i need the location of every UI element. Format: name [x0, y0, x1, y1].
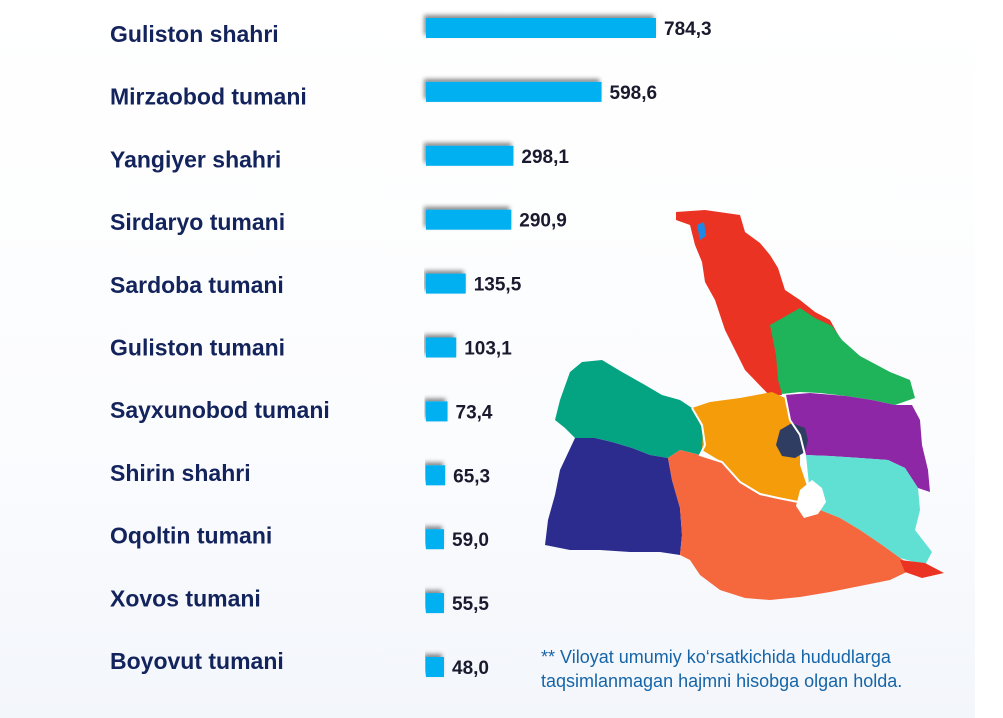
map-borders-2	[784, 394, 810, 503]
map-region-sayxunobod	[785, 393, 930, 492]
category-labels: Guliston shahri Mirzaobod tumani Yangiyer …	[110, 21, 330, 674]
category-label-oqoltin-tumani: Oqoltin tumani	[110, 523, 272, 549]
bar-oqoltin-tumani	[426, 529, 444, 550]
value-label-mirzaobod-tumani: 598,6	[610, 83, 658, 104]
bars	[426, 18, 656, 677]
value-label-sirdaryo-tumani: 290,9	[519, 211, 567, 232]
category-label-boyovut-tumani: Boyovut tumani	[110, 648, 284, 674]
value-label-boyovut-tumani: 48,0	[452, 658, 489, 679]
bar-guliston-tumani	[426, 337, 457, 358]
category-label-guliston-shahri: Guliston shahri	[110, 21, 279, 47]
bar-chart: Guliston shahri Mirzaobod tumani Yangiyer …	[110, 18, 712, 679]
map-borders	[691, 407, 821, 511]
footnote-line-1: ** Viloyat umumiy ko‘rsatkichida hududla…	[541, 647, 891, 667]
category-label-sayxunobod-tumani: Sayxunobod tumani	[110, 397, 330, 423]
bar-boyovut-tumani	[426, 657, 444, 677]
map-region-boyovut	[805, 455, 932, 565]
bar-guliston-shahri	[426, 18, 656, 38]
map-region-oqoltin	[545, 438, 682, 555]
value-label-sayxunobod-tumani: 73,4	[456, 402, 493, 423]
category-label-guliston-tumani: Guliston tumani	[110, 335, 285, 361]
category-label-shirin-shahri: Shirin shahri	[110, 460, 251, 486]
bar-shirin-shahri	[426, 465, 446, 486]
footnote-line-2: taqsimlanmagan hajmni hisobga olgan hold…	[541, 671, 903, 691]
category-label-sardoba-tumani: Sardoba tumani	[110, 272, 284, 298]
bar-yangiyer-shahri	[426, 145, 514, 166]
bar-sardoba-tumani	[426, 273, 466, 294]
map-region-guliston-city	[776, 423, 808, 458]
value-label-sardoba-tumani: 135,5	[474, 275, 522, 296]
value-label-xovos-tumani: 55,5	[452, 594, 489, 615]
map-region-shirin	[900, 560, 944, 578]
category-label-yangiyer-shahri: Yangiyer shahri	[110, 146, 281, 172]
map-lake-icon	[697, 222, 706, 240]
category-label-xovos-tumani: Xovos tumani	[110, 585, 261, 611]
map-region-guliston	[692, 392, 810, 502]
map-region-sirdaryo	[770, 308, 915, 405]
category-label-sirdaryo-tumani: Sirdaryo tumani	[110, 209, 285, 235]
map-region-sardoba	[555, 360, 705, 458]
value-label-guliston-tumani: 103,1	[464, 339, 512, 360]
bar-sayxunobod-tumani	[426, 401, 448, 422]
value-labels: 784,3 598,6 298,1 290,9 135,5 103,1 73,4 65,3 59…	[452, 19, 712, 679]
map-region-xovos	[668, 450, 915, 600]
bar-sirdaryo-tumani	[426, 209, 512, 230]
footnote: ** Viloyat umumiy ko‘rsatkichida hududla…	[541, 645, 981, 693]
value-label-guliston-shahri: 784,3	[664, 19, 712, 40]
value-label-oqoltin-tumani: 59,0	[452, 530, 489, 551]
category-label-mirzaobod-tumani: Mirzaobod tumani	[110, 84, 307, 110]
right-margin	[975, 0, 1003, 718]
region-map	[545, 210, 944, 600]
value-label-shirin-shahri: 65,3	[453, 466, 490, 487]
bar-mirzaobod-tumani	[426, 81, 602, 102]
value-label-yangiyer-shahri: 298,1	[521, 147, 569, 168]
bar-xovos-tumani	[426, 593, 444, 614]
